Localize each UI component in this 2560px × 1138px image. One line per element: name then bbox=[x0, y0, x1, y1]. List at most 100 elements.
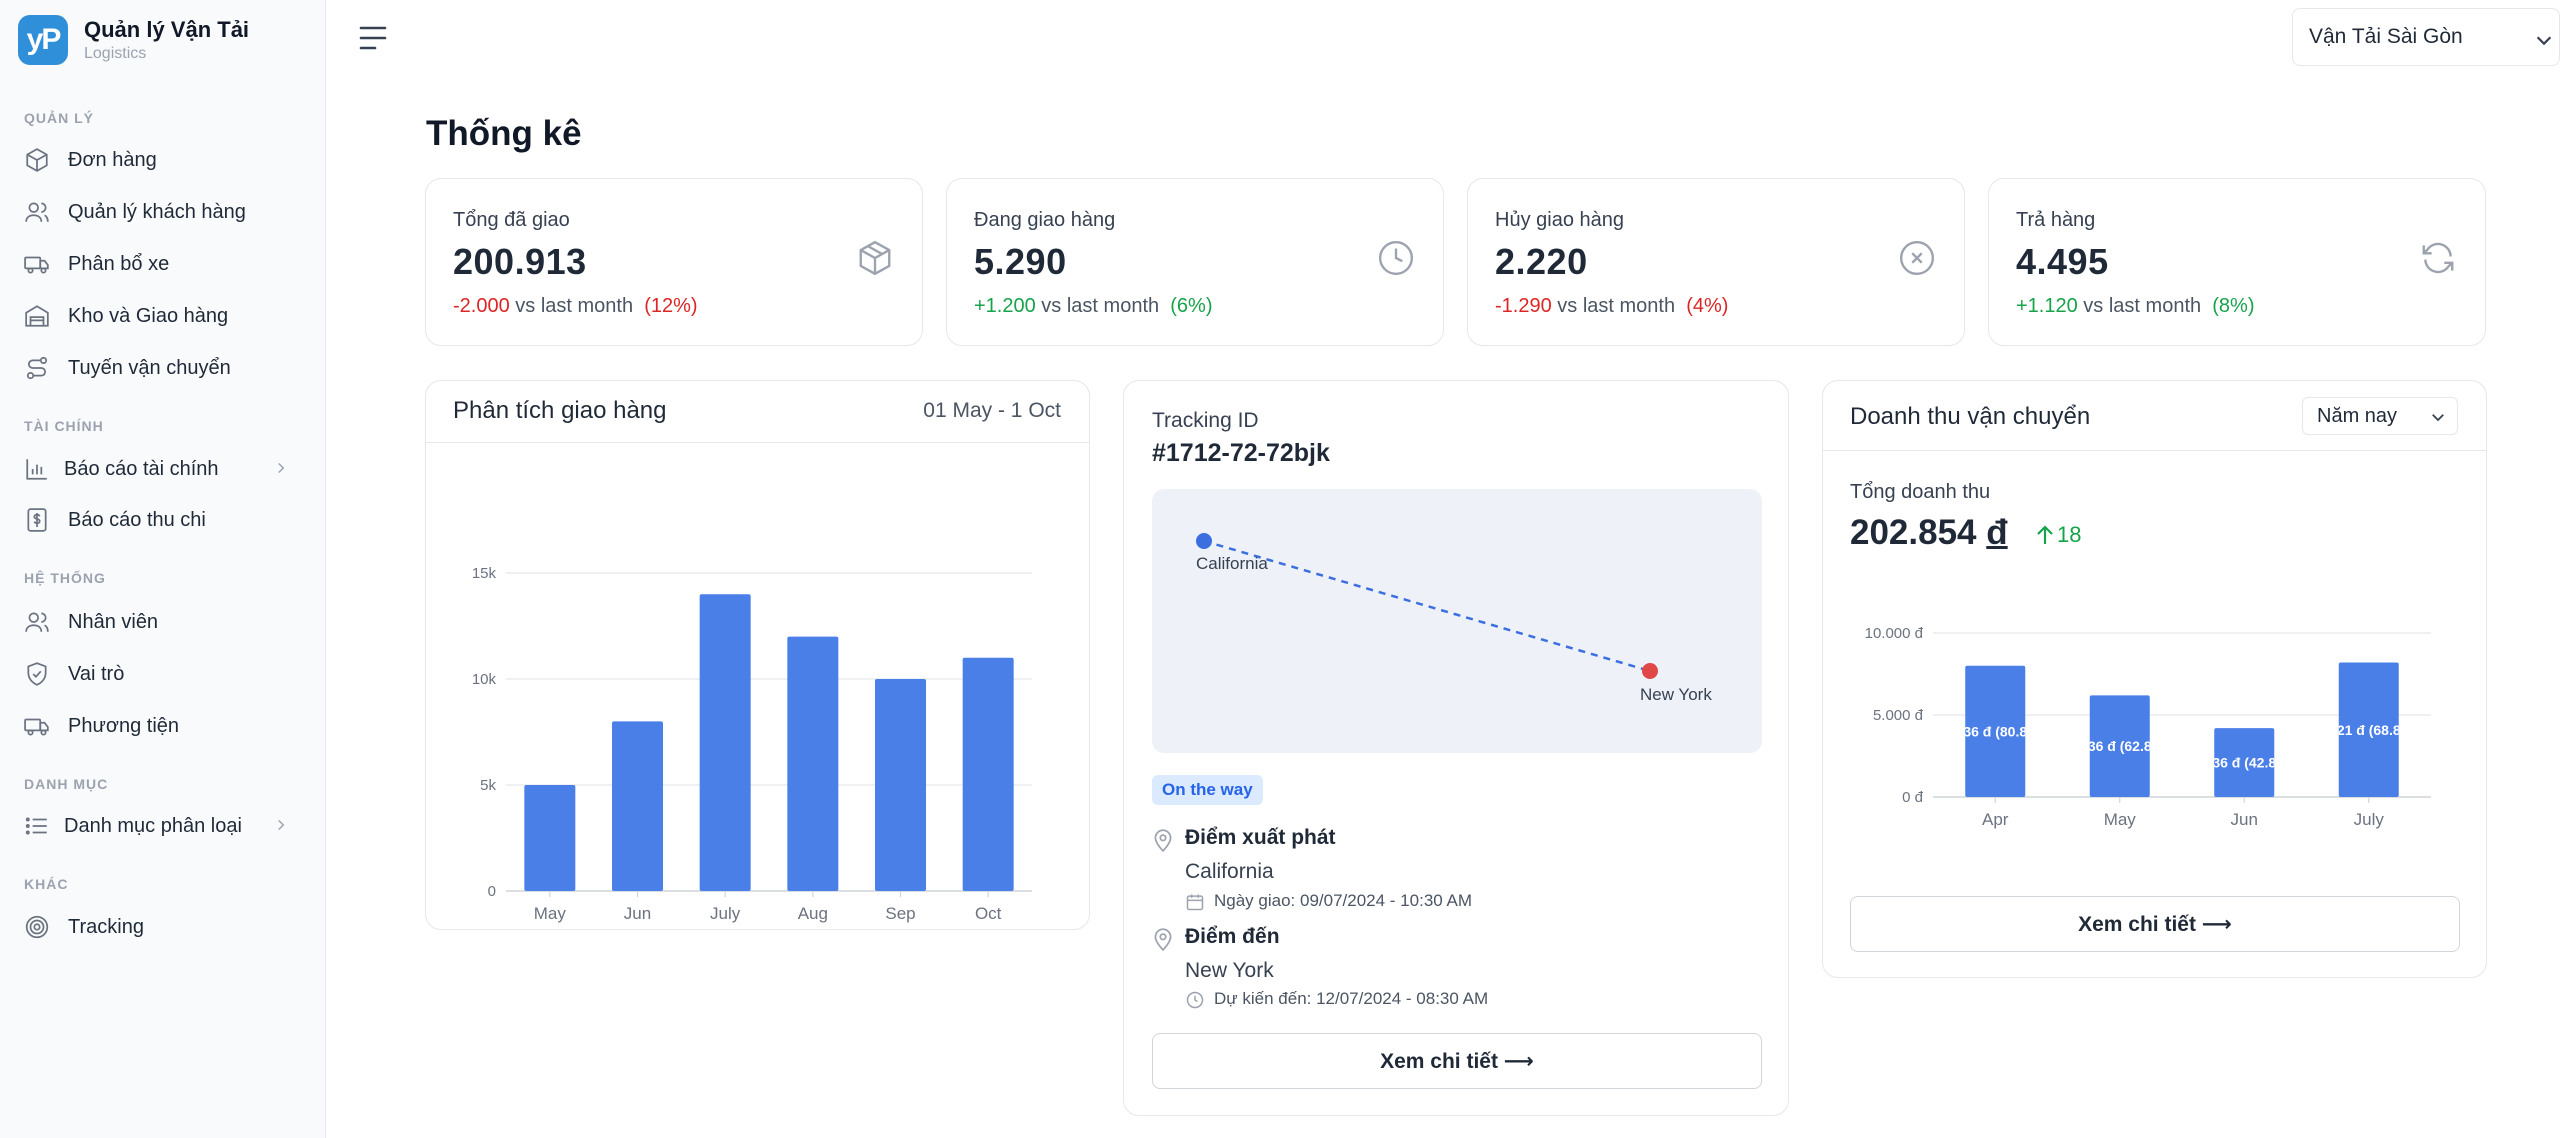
sidebar-item-vai-tro[interactable]: Vai trò bbox=[22, 654, 304, 694]
revenue-card: Doanh thu vận chuyển Năm nay Tổng doanh … bbox=[1822, 380, 2487, 978]
chevron-down-icon bbox=[2429, 408, 2447, 432]
bar[interactable] bbox=[2214, 728, 2275, 797]
dollar-doc-icon bbox=[22, 505, 52, 535]
bar-data-label: 36 đ (62.8 bbox=[2088, 738, 2152, 754]
bar[interactable] bbox=[1965, 665, 2026, 797]
brand-logo: yP bbox=[18, 15, 68, 65]
sidebar-item-don-hang[interactable]: Đơn hàng bbox=[22, 140, 304, 180]
stat-change: -1.290 bbox=[1495, 295, 1552, 317]
bar-data-label: 36 đ (80.8 bbox=[1963, 723, 2027, 739]
bar[interactable] bbox=[962, 657, 1014, 891]
route-line bbox=[1196, 533, 1658, 679]
stat-compare: -2.000 vs last month (12%) bbox=[453, 295, 698, 318]
bar[interactable] bbox=[524, 785, 576, 891]
sidebar-item-nhan-vien[interactable]: Nhân viên bbox=[22, 602, 304, 642]
bar-chart-icon bbox=[22, 454, 52, 484]
sidebar-item-danh-muc[interactable]: Danh mục phân loại bbox=[22, 806, 304, 846]
box-icon bbox=[856, 239, 894, 277]
stat-value: 200.913 bbox=[453, 241, 587, 282]
menu-toggle-button[interactable] bbox=[358, 24, 390, 52]
arrow-up-icon bbox=[2037, 525, 2053, 544]
sidebar-item-label: Tracking bbox=[68, 915, 144, 938]
warehouse-icon bbox=[22, 301, 52, 331]
map-origin-label: California bbox=[1196, 554, 1268, 573]
bar-data-label: 21 đ (68.8 bbox=[2337, 722, 2401, 738]
y-tick-label: 5k bbox=[480, 777, 496, 794]
stat-label: Hủy giao hàng bbox=[1495, 209, 1624, 231]
stat-percent: (4%) bbox=[1686, 295, 1729, 317]
sidebar-item-tuyen[interactable]: Tuyến vận chuyển bbox=[22, 348, 304, 388]
sidebar-item-khach-hang[interactable]: Quản lý khách hàng bbox=[22, 192, 304, 232]
stat-label: Đang giao hàng bbox=[974, 209, 1116, 231]
tracking-id: #1712-72-72bjk bbox=[1152, 439, 1330, 467]
total-revenue-number: 202.854 bbox=[1850, 513, 1977, 552]
sidebar-item-label: Danh mục phân loại bbox=[64, 814, 242, 837]
revenue-change: 18 bbox=[2035, 522, 2081, 548]
stat-compare: -1.290 vs last month (4%) bbox=[1495, 295, 1728, 318]
section-label-hethong: HỆ THỐNG bbox=[24, 570, 106, 586]
brand-name: Quản lý Vận Tải bbox=[84, 17, 250, 42]
users-icon bbox=[22, 607, 52, 637]
delivery-bar-chart: 0 5k 10k 15k May Jun July Aug Sep Oct bbox=[472, 565, 1032, 923]
period-select[interactable]: Năm nay bbox=[2302, 397, 2458, 435]
brand[interactable]: yP Quản lý Vận Tải Logistics bbox=[18, 15, 249, 65]
sidebar-item-label: Nhân viên bbox=[68, 610, 159, 633]
bar-data-label: 36 đ (42.8 bbox=[2212, 755, 2276, 771]
sidebar-item-phan-bo-xe[interactable]: Phân bổ xe bbox=[22, 244, 304, 284]
sidebar-item-kho[interactable]: Kho và Giao hàng bbox=[22, 296, 304, 336]
sidebar-item-label: Báo cáo thu chi bbox=[68, 508, 206, 531]
x-tick-label: Aug bbox=[798, 904, 828, 923]
sidebar-item-thu-chi[interactable]: Báo cáo thu chi bbox=[22, 500, 304, 540]
stat-change: -2.000 bbox=[453, 295, 510, 317]
tracking-id-label: Tracking ID bbox=[1152, 409, 1259, 432]
bar[interactable] bbox=[2089, 695, 2150, 797]
tracking-detail-button[interactable]: Xem chi tiết ⟶ bbox=[1152, 1033, 1762, 1089]
stat-vs: vs last month bbox=[2083, 295, 2202, 317]
stat-change: +1.200 bbox=[974, 295, 1036, 317]
destination-marker[interactable] bbox=[1642, 663, 1658, 679]
section-label-taichinh: TÀI CHÍNH bbox=[24, 418, 104, 434]
tracking-card: Tracking ID #1712-72-72bjk California Ne… bbox=[1123, 380, 1789, 1116]
date-range[interactable]: 01 May - 1 Oct bbox=[923, 399, 1061, 422]
card-title: Doanh thu vận chuyển bbox=[1850, 403, 2091, 430]
company-select[interactable]: Vận Tải Sài Gòn bbox=[2292, 8, 2560, 66]
route-map[interactable]: California New York bbox=[1152, 489, 1762, 753]
bar[interactable] bbox=[787, 636, 839, 891]
company-select-value: Vận Tải Sài Gòn bbox=[2309, 25, 2463, 48]
stat-card-delivered: Tổng đã giao 200.913 -2.000 vs last mont… bbox=[425, 178, 923, 346]
bar[interactable] bbox=[2338, 662, 2399, 797]
sidebar-item-bao-cao-tai-chinh[interactable]: Báo cáo tài chính bbox=[22, 449, 304, 489]
bar[interactable] bbox=[612, 721, 663, 891]
sidebar-item-label: Phương tiện bbox=[68, 714, 180, 737]
card-title: Phân tích giao hàng bbox=[453, 397, 667, 424]
section-label-khac: KHÁC bbox=[24, 876, 69, 892]
box-icon bbox=[22, 145, 52, 175]
stat-value: 5.290 bbox=[974, 241, 1067, 282]
x-tick-label: May bbox=[534, 904, 567, 923]
sidebar-item-phuong-tien[interactable]: Phương tiện bbox=[22, 706, 304, 746]
total-revenue-value: 202.854 đ bbox=[1850, 513, 2008, 553]
origin-marker[interactable] bbox=[1196, 533, 1212, 549]
stat-value: 2.220 bbox=[1495, 241, 1588, 282]
chevron-right-icon bbox=[272, 459, 290, 483]
target-icon bbox=[22, 912, 52, 942]
section-label-danhmuc: DANH MỤC bbox=[24, 776, 109, 792]
map-pin-icon bbox=[1150, 926, 1176, 952]
refresh-icon bbox=[2419, 239, 2457, 277]
chevron-down-icon bbox=[2533, 29, 2555, 57]
stat-percent: (6%) bbox=[1170, 295, 1213, 317]
sidebar-item-label: Kho và Giao hàng bbox=[68, 304, 229, 327]
sidebar-item-tracking[interactable]: Tracking bbox=[22, 907, 304, 947]
sidebar-item-label: Phân bổ xe bbox=[68, 252, 170, 275]
section-label-quanly: QUẢN LÝ bbox=[24, 110, 94, 126]
users-icon bbox=[22, 197, 52, 227]
x-circle-icon bbox=[1898, 239, 1936, 277]
sidebar-item-label: Vai trò bbox=[68, 662, 125, 685]
destination-date: Dự kiến đến: 12/07/2024 - 08:30 AM bbox=[1214, 989, 1489, 1008]
y-tick-label: 0 bbox=[488, 883, 496, 900]
bar[interactable] bbox=[875, 679, 926, 891]
bar[interactable] bbox=[699, 594, 751, 891]
revenue-detail-button[interactable]: Xem chi tiết ⟶ bbox=[1850, 896, 2460, 952]
chevron-right-icon bbox=[272, 816, 290, 840]
stat-label: Trả hàng bbox=[2016, 209, 2096, 231]
